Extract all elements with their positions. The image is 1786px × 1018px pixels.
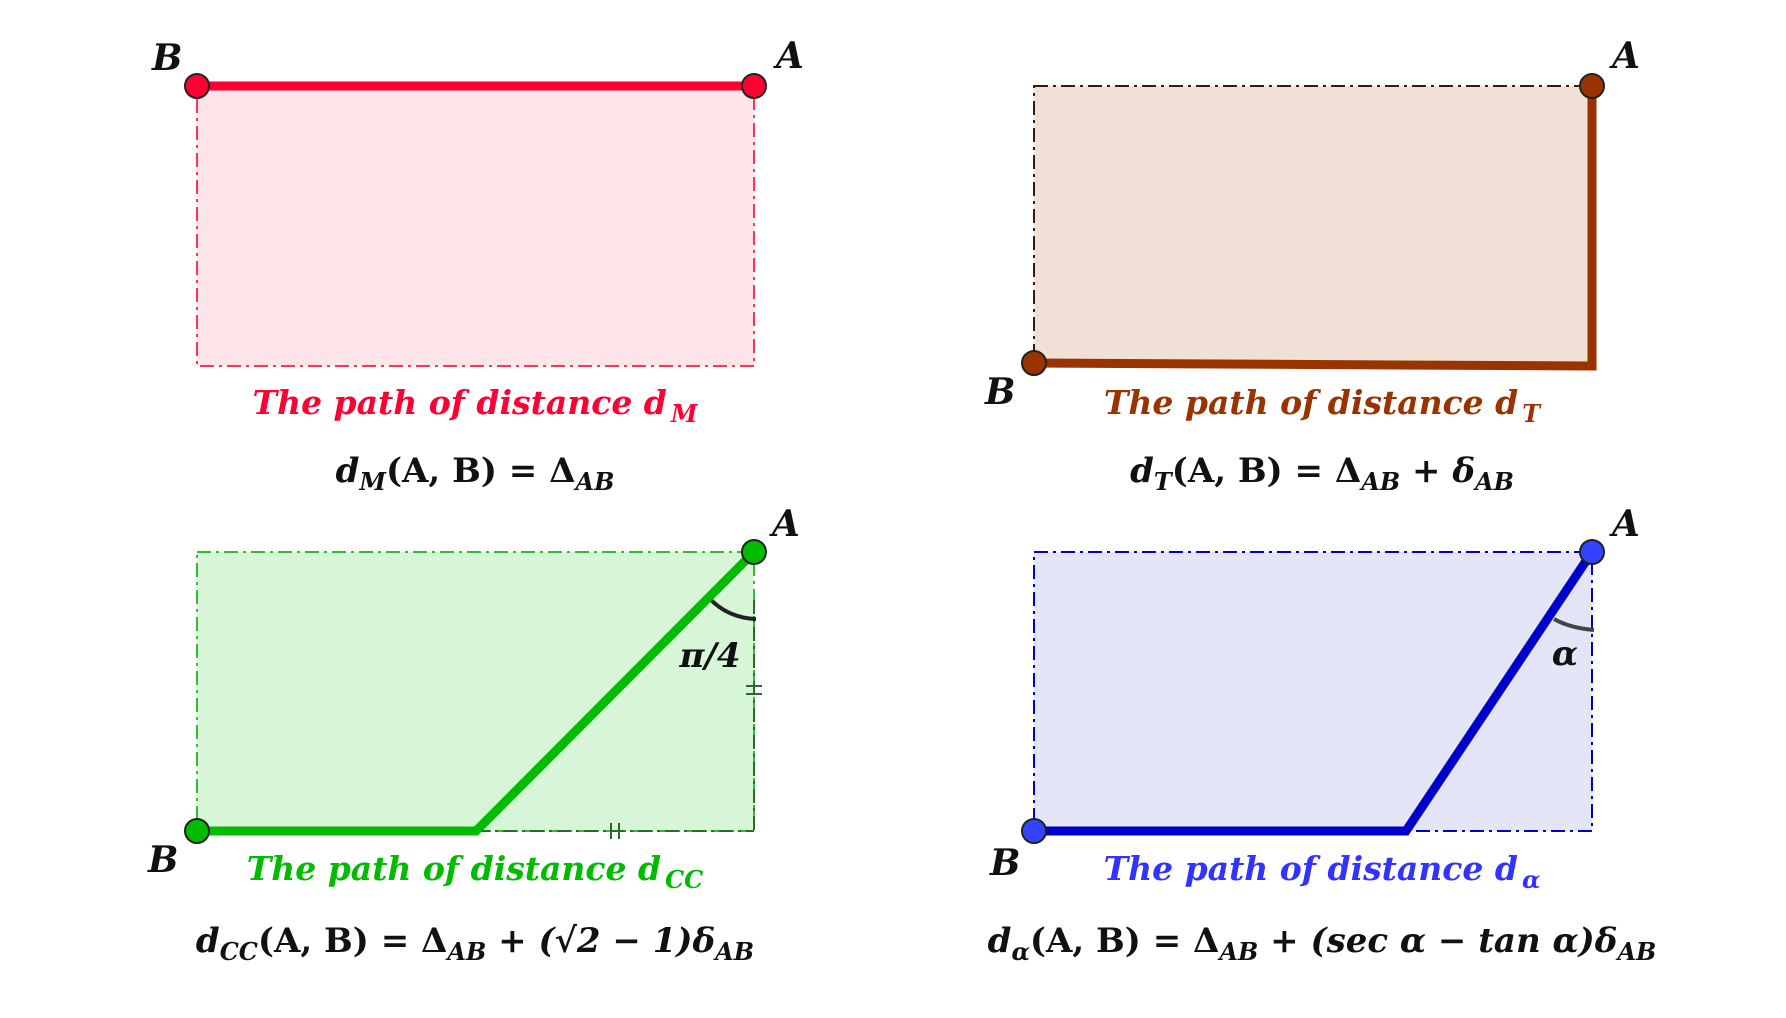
- dcc-angle-arc: [707, 596, 757, 621]
- dm-point-b: [184, 73, 210, 99]
- dcc-label-b: B: [147, 839, 178, 881]
- dt-rectangle: [1033, 85, 1593, 367]
- dalpha-label-a: A: [1609, 503, 1640, 545]
- panel-dcc: π/4 B A The path of distance d CC dCC(A, …: [147, 503, 800, 966]
- dalpha-point-b: [1021, 818, 1047, 844]
- dalpha-angle-arc: [1553, 617, 1595, 632]
- dcc-rectangle: [196, 551, 755, 832]
- dt-point-a: [1579, 73, 1605, 99]
- dalpha-angle-label: α: [1552, 634, 1578, 674]
- dcc-point-a: [741, 539, 767, 565]
- dcc-formula: dCC(A, B) = ΔAB + (√2 − 1)δAB: [196, 921, 754, 966]
- dm-label-a: A: [773, 35, 804, 77]
- dt-point-b: [1021, 350, 1047, 376]
- dt-formula: dT(A, B) = ΔAB + δAB: [1130, 451, 1514, 496]
- dm-formula: dM(A, B) = ΔAB: [336, 451, 615, 496]
- dcc-label-a: A: [769, 503, 800, 545]
- dcc-equal-tick-horizontal: [610, 823, 620, 839]
- dalpha-label-b: B: [989, 842, 1020, 884]
- dm-rectangle: [196, 85, 755, 367]
- dcc-path: [197, 548, 758, 836]
- dt-label-a: A: [1609, 35, 1640, 77]
- dt-path: [1033, 86, 1597, 371]
- dcc-angle-label: π/4: [679, 636, 741, 676]
- dt-label-b: B: [984, 371, 1015, 413]
- dcc-point-b: [184, 818, 210, 844]
- dcc-equal-tick-vertical: [746, 685, 762, 695]
- dm-label-b: B: [151, 37, 182, 79]
- dcc-caption: The path of distance d CC: [247, 849, 704, 894]
- dalpha-rectangle: [1033, 551, 1593, 832]
- dm-point-a: [741, 73, 767, 99]
- dalpha-formula: dα(A, B) = ΔAB + (sec α − tan α)δAB: [988, 921, 1657, 966]
- dalpha-path: [1034, 549, 1596, 836]
- dalpha-point-a: [1579, 539, 1605, 565]
